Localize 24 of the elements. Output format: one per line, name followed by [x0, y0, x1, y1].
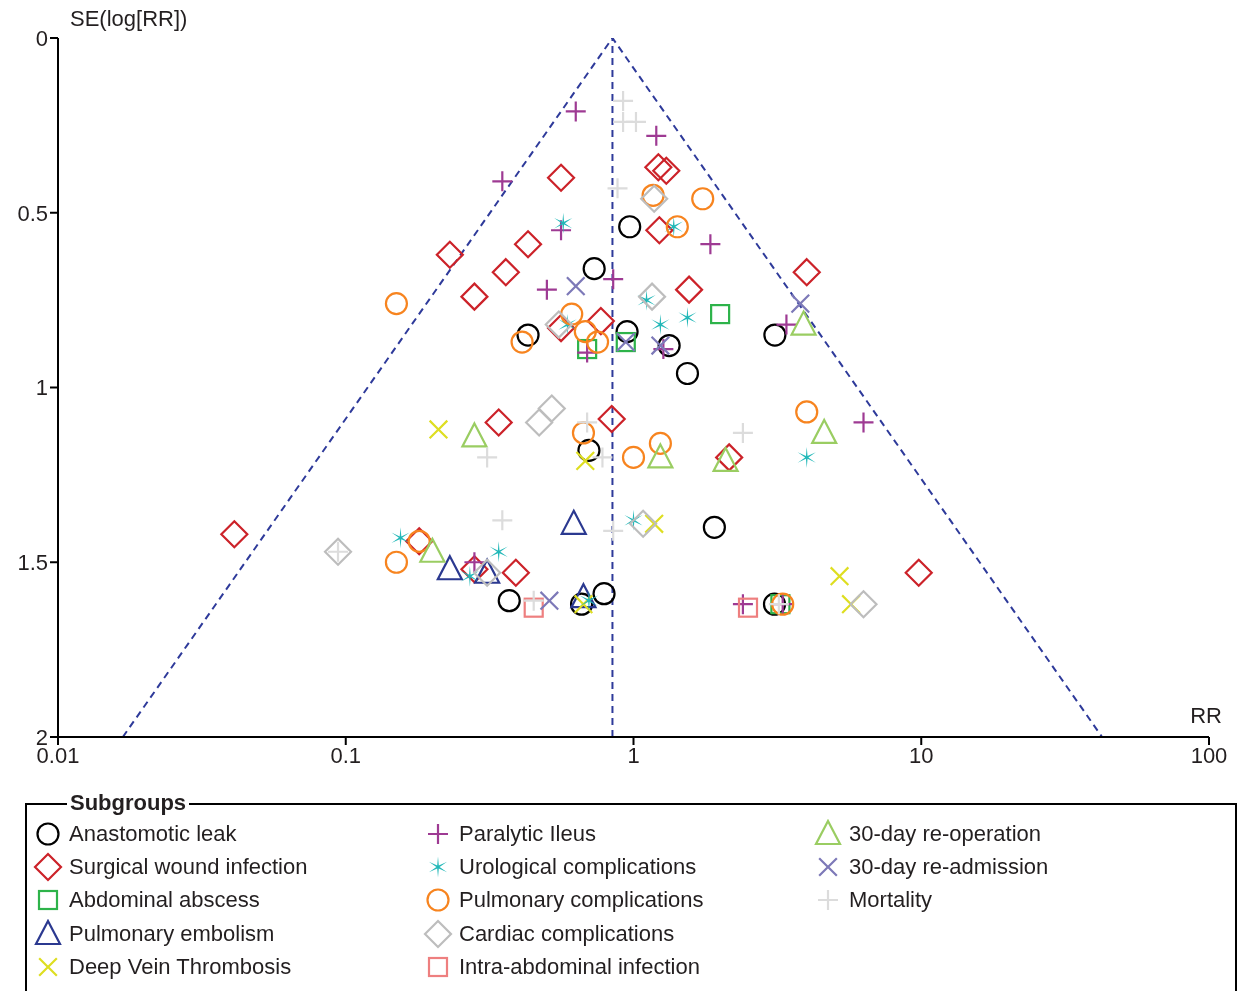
x-tick-label: 100	[1190, 742, 1228, 768]
legend-label: Abdominal abscess	[69, 887, 260, 914]
y-tick-label: 0.5	[17, 200, 48, 226]
legend-label: Mortality	[849, 887, 933, 914]
legend-label: Surgical wound infection	[69, 854, 308, 881]
legend-label: 30-day re-admission	[849, 854, 1049, 881]
x-tick-label: 10	[909, 742, 934, 768]
legend-label: Cardiac complications	[459, 920, 675, 947]
legend-label: Deep Vein Thrombosis	[69, 954, 292, 981]
y-tick-label: 1.5	[17, 550, 48, 576]
legend-title: Subgroups	[67, 790, 190, 816]
legend-label: 30-day re-operation	[849, 820, 1042, 847]
x-tick-label: 0.1	[330, 742, 362, 768]
y-tick-label: 0	[35, 25, 48, 51]
legend-label: Intra-abdominal infection	[459, 954, 700, 981]
y-axis-title: SE(log[RR])	[70, 6, 188, 32]
legend-label: Pulmonary embolism	[69, 920, 275, 947]
x-tick-label: 1	[627, 742, 640, 768]
legend-label: Paralytic Ileus	[459, 820, 596, 847]
x-axis-title: RR	[1190, 703, 1222, 729]
legend-label: Anastomotic leak	[69, 820, 237, 847]
legend-label: Urological complications	[459, 854, 697, 881]
legend-label: Pulmonary complications	[459, 887, 704, 914]
y-tick-label: 1	[35, 375, 48, 401]
